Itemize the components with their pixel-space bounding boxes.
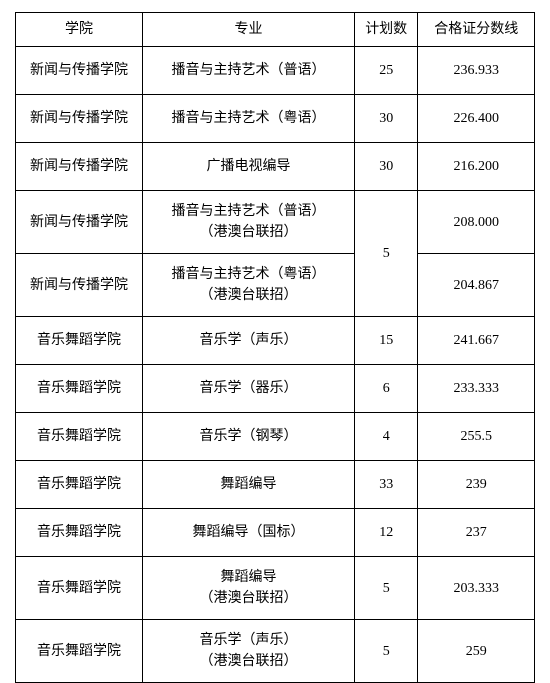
major-line2: （港澳台联招） bbox=[200, 288, 298, 303]
cell-score: 236.933 bbox=[418, 47, 535, 95]
major-line2: （港澳台联招） bbox=[200, 591, 298, 606]
major-multiline: 舞蹈编导 （港澳台联招） bbox=[147, 563, 350, 613]
cell-school: 音乐舞蹈学院 bbox=[16, 317, 143, 365]
cell-school: 新闻与传播学院 bbox=[16, 47, 143, 95]
cell-score: 237 bbox=[418, 509, 535, 557]
cell-major: 舞蹈编导 （港澳台联招） bbox=[143, 557, 355, 620]
cell-score: 239 bbox=[418, 461, 535, 509]
cell-school: 音乐舞蹈学院 bbox=[16, 413, 143, 461]
table-row: 新闻与传播学院广播电视编导30216.200 bbox=[16, 143, 535, 191]
cell-score: 255.5 bbox=[418, 413, 535, 461]
cell-plan: 30 bbox=[354, 95, 418, 143]
major-multiline: 播音与主持艺术（普语） （港澳台联招） bbox=[147, 197, 350, 247]
cell-major: 音乐学（器乐） bbox=[143, 365, 355, 413]
table-row: 音乐舞蹈学院音乐学（钢琴）4255.5 bbox=[16, 413, 535, 461]
cell-score: 203.333 bbox=[418, 557, 535, 620]
table-body: 新闻与传播学院播音与主持艺术（普语）25236.933新闻与传播学院播音与主持艺… bbox=[16, 47, 535, 683]
cell-major: 舞蹈编导（国标） bbox=[143, 509, 355, 557]
table-row: 音乐舞蹈学院 舞蹈编导 （港澳台联招） 5203.333 bbox=[16, 557, 535, 620]
cell-score: 233.333 bbox=[418, 365, 535, 413]
cell-major: 音乐学（钢琴） bbox=[143, 413, 355, 461]
table-row: 音乐舞蹈学院 音乐学（声乐） （港澳台联招） 5259 bbox=[16, 620, 535, 683]
header-plan: 计划数 bbox=[354, 13, 418, 47]
major-line1: 播音与主持艺术（普语） bbox=[172, 204, 326, 219]
table-row: 新闻与传播学院播音与主持艺术（普语）（港澳台联招）5208.000 bbox=[16, 191, 535, 254]
cell-major: 播音与主持艺术（普语） （港澳台联招） bbox=[143, 191, 355, 254]
header-school: 学院 bbox=[16, 13, 143, 47]
table-row: 新闻与传播学院播音与主持艺术（粤语）30226.400 bbox=[16, 95, 535, 143]
table-row: 音乐舞蹈学院舞蹈编导33239 bbox=[16, 461, 535, 509]
major-line1: 音乐学（声乐） bbox=[200, 633, 298, 648]
cell-major: 音乐学（声乐） （港澳台联招） bbox=[143, 620, 355, 683]
major-line2: （港澳台联招） bbox=[200, 654, 298, 669]
cell-major: 广播电视编导 bbox=[143, 143, 355, 191]
table-row: 音乐舞蹈学院音乐学（器乐）6233.333 bbox=[16, 365, 535, 413]
cell-plan: 5 bbox=[354, 191, 418, 317]
major-multiline: 音乐学（声乐） （港澳台联招） bbox=[147, 626, 350, 676]
cell-score: 204.867 bbox=[418, 254, 535, 317]
cell-school: 音乐舞蹈学院 bbox=[16, 620, 143, 683]
cell-score: 259 bbox=[418, 620, 535, 683]
cell-school: 音乐舞蹈学院 bbox=[16, 461, 143, 509]
cell-plan: 5 bbox=[354, 620, 418, 683]
major-line1: 播音与主持艺术（粤语） bbox=[172, 267, 326, 282]
table-row: 新闻与传播学院 播音与主持艺术（粤语） （港澳台联招） 204.867 bbox=[16, 254, 535, 317]
cell-plan: 15 bbox=[354, 317, 418, 365]
major-multiline: 播音与主持艺术（粤语） （港澳台联招） bbox=[147, 260, 350, 310]
table-row: 音乐舞蹈学院音乐学（声乐）15241.667 bbox=[16, 317, 535, 365]
cell-plan: 25 bbox=[354, 47, 418, 95]
cell-school: 音乐舞蹈学院 bbox=[16, 557, 143, 620]
cell-major: 播音与主持艺术（粤语） bbox=[143, 95, 355, 143]
cell-major: 舞蹈编导 bbox=[143, 461, 355, 509]
cell-major: 音乐学（声乐） bbox=[143, 317, 355, 365]
cell-plan: 30 bbox=[354, 143, 418, 191]
cell-score: 216.200 bbox=[418, 143, 535, 191]
cell-school: 音乐舞蹈学院 bbox=[16, 509, 143, 557]
admission-table-container: 学院 专业 计划数 合格证分数线 新闻与传播学院播音与主持艺术（普语）25236… bbox=[15, 12, 535, 683]
major-line2: （港澳台联招） bbox=[200, 225, 298, 240]
table-row: 新闻与传播学院播音与主持艺术（普语）25236.933 bbox=[16, 47, 535, 95]
cell-school: 新闻与传播学院 bbox=[16, 95, 143, 143]
cell-plan: 5 bbox=[354, 557, 418, 620]
cell-plan: 6 bbox=[354, 365, 418, 413]
cell-school: 新闻与传播学院 bbox=[16, 254, 143, 317]
cell-plan: 33 bbox=[354, 461, 418, 509]
cell-score: 226.400 bbox=[418, 95, 535, 143]
table-row: 音乐舞蹈学院舞蹈编导（国标）12237 bbox=[16, 509, 535, 557]
header-major: 专业 bbox=[143, 13, 355, 47]
cell-school: 新闻与传播学院 bbox=[16, 191, 143, 254]
cell-school: 音乐舞蹈学院 bbox=[16, 365, 143, 413]
major-line1: 舞蹈编导 bbox=[221, 570, 277, 585]
header-score: 合格证分数线 bbox=[418, 13, 535, 47]
cell-score: 208.000 bbox=[418, 191, 535, 254]
table-header-row: 学院 专业 计划数 合格证分数线 bbox=[16, 13, 535, 47]
cell-plan: 12 bbox=[354, 509, 418, 557]
admission-table: 学院 专业 计划数 合格证分数线 新闻与传播学院播音与主持艺术（普语）25236… bbox=[15, 12, 535, 683]
cell-major: 播音与主持艺术（普语） bbox=[143, 47, 355, 95]
cell-score: 241.667 bbox=[418, 317, 535, 365]
cell-school: 新闻与传播学院 bbox=[16, 143, 143, 191]
cell-plan: 4 bbox=[354, 413, 418, 461]
cell-major: 播音与主持艺术（粤语） （港澳台联招） bbox=[143, 254, 355, 317]
